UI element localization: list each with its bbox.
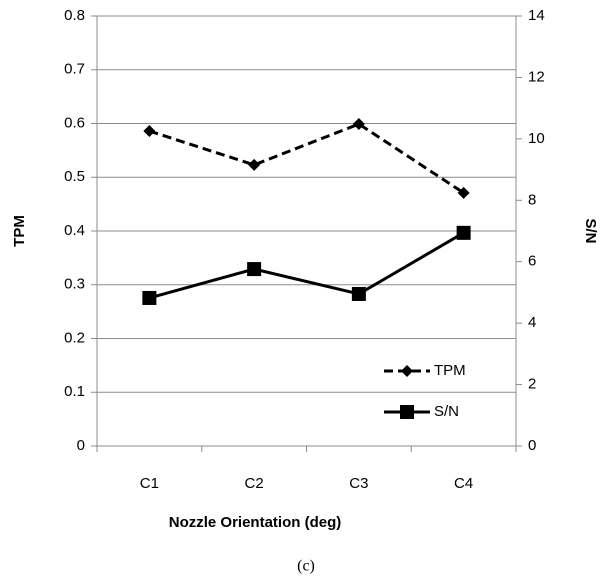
y-tick-label: 0.7 xyxy=(64,61,85,78)
x-tick-label: C2 xyxy=(245,475,264,492)
legend-label: TPM xyxy=(434,362,466,379)
series-line xyxy=(148,122,465,195)
y-axis-label: TPM xyxy=(11,215,28,247)
y2-tick-label: 8 xyxy=(528,191,536,208)
data-point xyxy=(456,225,471,240)
y-tick-label: 0.1 xyxy=(64,383,85,400)
y2-axis-label: S/N xyxy=(582,218,599,243)
legend-marker xyxy=(400,405,414,419)
data-point xyxy=(143,125,156,138)
y2-tick-label: 12 xyxy=(528,68,545,85)
data-point xyxy=(142,290,157,305)
y2-tick-label: 6 xyxy=(528,253,536,270)
y-tick-label: 0.4 xyxy=(64,222,85,239)
y-tick-label: 0.8 xyxy=(64,7,85,24)
data-point xyxy=(352,118,365,131)
y-tick-label: 0.6 xyxy=(64,114,85,131)
y-tick-label: 0.3 xyxy=(64,276,85,293)
y2-tick-label: 14 xyxy=(528,7,545,24)
x-axis-label: Nozzle Orientation (deg) xyxy=(169,514,342,531)
y2-tick-label: 2 xyxy=(528,376,536,393)
data-point xyxy=(248,158,261,171)
legend-label: S/N xyxy=(434,403,459,420)
y2-tick-label: 10 xyxy=(528,130,545,147)
data-point xyxy=(247,262,262,277)
x-tick-label: C1 xyxy=(140,475,159,492)
y2-tick-label: 4 xyxy=(528,314,536,331)
data-point xyxy=(351,286,366,301)
x-tick-label: C4 xyxy=(454,475,473,492)
data-point xyxy=(457,186,470,199)
y-tick-label: 0.5 xyxy=(64,168,85,185)
y2-tick-label: 0 xyxy=(528,437,536,454)
series-line xyxy=(148,231,465,300)
y-tick-label: 0 xyxy=(77,437,85,454)
caption: (c) xyxy=(297,558,315,575)
y-tick-label: 0.2 xyxy=(64,329,85,346)
legend-marker xyxy=(401,365,413,377)
x-tick-label: C3 xyxy=(349,475,368,492)
